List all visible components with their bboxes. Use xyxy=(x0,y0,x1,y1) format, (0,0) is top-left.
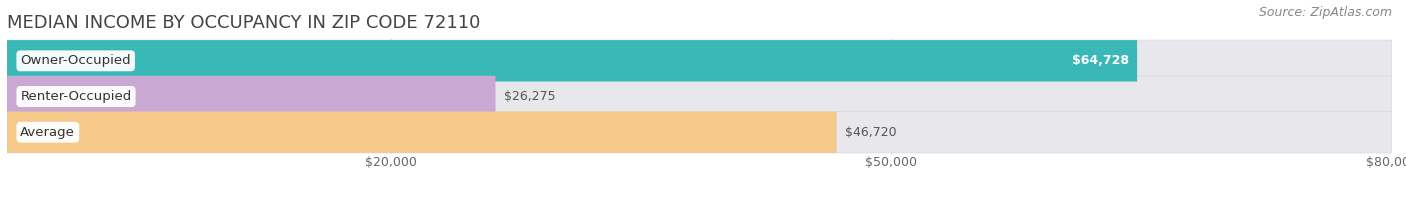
Text: Average: Average xyxy=(20,126,76,139)
Text: $46,720: $46,720 xyxy=(845,126,897,139)
FancyBboxPatch shape xyxy=(7,112,837,153)
FancyBboxPatch shape xyxy=(7,76,1392,117)
FancyBboxPatch shape xyxy=(7,40,1392,82)
Text: $64,728: $64,728 xyxy=(1071,54,1129,67)
Text: Source: ZipAtlas.com: Source: ZipAtlas.com xyxy=(1258,6,1392,19)
Text: MEDIAN INCOME BY OCCUPANCY IN ZIP CODE 72110: MEDIAN INCOME BY OCCUPANCY IN ZIP CODE 7… xyxy=(7,14,481,32)
Text: Renter-Occupied: Renter-Occupied xyxy=(20,90,132,103)
Text: $26,275: $26,275 xyxy=(503,90,555,103)
FancyBboxPatch shape xyxy=(7,76,495,117)
FancyBboxPatch shape xyxy=(7,112,1392,153)
Text: Owner-Occupied: Owner-Occupied xyxy=(20,54,131,67)
FancyBboxPatch shape xyxy=(7,40,1137,82)
